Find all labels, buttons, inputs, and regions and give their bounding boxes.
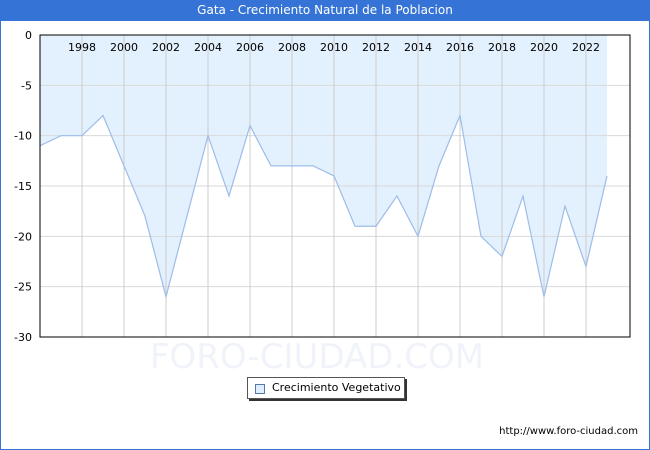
x-tick-label: 2002: [152, 41, 180, 54]
x-tick-label: 2010: [320, 41, 348, 54]
chart-title: Gata - Crecimiento Natural de la Poblaci…: [0, 0, 650, 21]
x-tick-label: 1998: [68, 41, 96, 54]
legend: Crecimiento Vegetativo: [247, 377, 405, 399]
x-tick-label: 2022: [572, 41, 600, 54]
area-fill: [40, 35, 607, 297]
y-tick-label: -25: [14, 281, 32, 294]
x-tick-label: 2000: [110, 41, 138, 54]
x-tick-label: 2008: [278, 41, 306, 54]
y-tick-label: -20: [14, 230, 32, 243]
watermark: FORO-CIUDAD.COM: [150, 337, 484, 377]
y-tick-label: -10: [14, 130, 32, 143]
x-tick-label: 2020: [530, 41, 558, 54]
legend-swatch-icon: [255, 384, 265, 394]
y-tick-label: -15: [14, 180, 32, 193]
x-tick-label: 2004: [194, 41, 222, 54]
x-tick-label: 2014: [404, 41, 432, 54]
plot-border: [39, 34, 631, 338]
legend-label: Crecimiento Vegetativo: [272, 381, 401, 394]
y-tick-label: -30: [14, 331, 32, 344]
y-tick-label: 0: [25, 29, 32, 42]
x-tick-label: 2016: [446, 41, 474, 54]
y-tick-label: -5: [21, 79, 32, 92]
x-tick-label: 2006: [236, 41, 264, 54]
source-url: http://www.foro-ciudad.com: [499, 426, 638, 437]
data-line: [39, 113, 608, 300]
x-tick-label: 2012: [362, 41, 390, 54]
x-tick-label: 2018: [488, 41, 516, 54]
